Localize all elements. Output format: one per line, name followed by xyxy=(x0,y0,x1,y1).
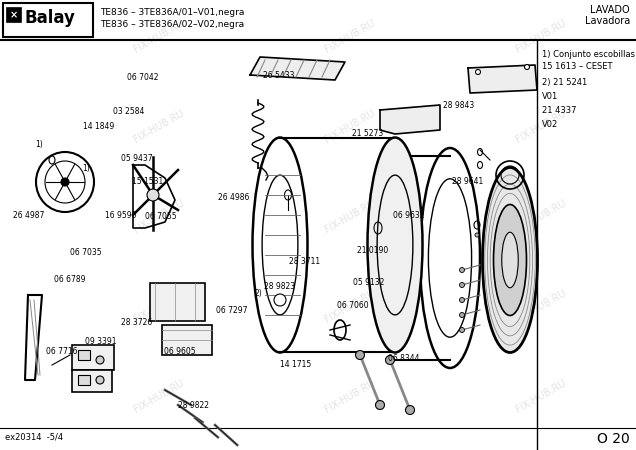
Ellipse shape xyxy=(459,283,464,288)
Ellipse shape xyxy=(375,400,385,410)
Text: 14 1715: 14 1715 xyxy=(280,360,312,369)
Text: 28 9823: 28 9823 xyxy=(264,282,295,291)
Text: 26 5433: 26 5433 xyxy=(263,71,294,80)
Text: 28 3726: 28 3726 xyxy=(121,318,152,327)
Text: 14 1849: 14 1849 xyxy=(83,122,114,131)
Text: 06 8344: 06 8344 xyxy=(388,354,420,363)
Text: FIX-HUB.RU: FIX-HUB.RU xyxy=(514,288,567,324)
Text: FIX-HUB.RU: FIX-HUB.RU xyxy=(132,378,186,414)
Bar xyxy=(78,375,90,385)
Text: O 20: O 20 xyxy=(597,432,630,446)
Ellipse shape xyxy=(459,267,464,273)
Text: LAVADO: LAVADO xyxy=(590,5,630,15)
Bar xyxy=(78,350,90,360)
Text: 2) 21 5241: 2) 21 5241 xyxy=(542,78,587,87)
Text: FIX-HUB.RU: FIX-HUB.RU xyxy=(514,18,567,54)
Text: TE836 – 3TE836A/01–V01,negra: TE836 – 3TE836A/01–V01,negra xyxy=(100,8,244,17)
Text: 21 5273: 21 5273 xyxy=(352,129,383,138)
Text: FIX-HUB.RU: FIX-HUB.RU xyxy=(132,108,186,144)
Text: FIX-HUB.RU: FIX-HUB.RU xyxy=(323,18,377,54)
Ellipse shape xyxy=(406,405,415,414)
Text: FIX-HUB.RU: FIX-HUB.RU xyxy=(323,378,377,414)
Polygon shape xyxy=(250,57,345,80)
Text: 21 4337: 21 4337 xyxy=(542,106,576,115)
Text: 15 1613 – CESET: 15 1613 – CESET xyxy=(542,62,612,71)
Text: 21 0190: 21 0190 xyxy=(357,246,389,255)
Text: FIX-HUB.RU: FIX-HUB.RU xyxy=(514,378,567,414)
Ellipse shape xyxy=(368,138,422,352)
Ellipse shape xyxy=(96,376,104,384)
Ellipse shape xyxy=(459,328,464,333)
Ellipse shape xyxy=(494,204,527,315)
Text: 28 9641: 28 9641 xyxy=(452,177,483,186)
Text: 1): 1) xyxy=(83,164,90,173)
Ellipse shape xyxy=(61,178,69,186)
Ellipse shape xyxy=(96,356,104,364)
Ellipse shape xyxy=(147,189,159,201)
Ellipse shape xyxy=(356,351,364,360)
Text: FIX-HUB.RU: FIX-HUB.RU xyxy=(132,288,186,324)
Ellipse shape xyxy=(502,232,518,288)
Text: 06 7055: 06 7055 xyxy=(145,212,177,221)
FancyBboxPatch shape xyxy=(3,3,93,37)
Text: 28 9843: 28 9843 xyxy=(443,101,474,110)
Text: Lavadora: Lavadora xyxy=(584,16,630,26)
Text: 28 9822: 28 9822 xyxy=(179,401,209,410)
Polygon shape xyxy=(468,65,537,93)
Text: 06 7035: 06 7035 xyxy=(70,248,102,256)
Polygon shape xyxy=(380,105,440,134)
Text: 15 1531: 15 1531 xyxy=(132,177,163,186)
Ellipse shape xyxy=(476,69,481,75)
Ellipse shape xyxy=(475,233,479,237)
Text: 1): 1) xyxy=(35,140,43,148)
Text: 26 4987: 26 4987 xyxy=(13,211,44,220)
Text: 05 9437: 05 9437 xyxy=(121,154,153,163)
Text: ex20314  -5/4: ex20314 -5/4 xyxy=(5,432,63,441)
Text: FIX-HUB.RU: FIX-HUB.RU xyxy=(514,198,567,234)
Text: 06 7716: 06 7716 xyxy=(46,346,78,356)
Ellipse shape xyxy=(459,297,464,302)
Text: 03 2584: 03 2584 xyxy=(113,107,144,116)
Text: 06 9605: 06 9605 xyxy=(164,346,196,356)
Ellipse shape xyxy=(459,312,464,318)
Text: 06 7060: 06 7060 xyxy=(337,302,369,310)
Bar xyxy=(162,325,212,355)
Text: V02: V02 xyxy=(542,120,558,129)
Text: FIX-HUB.RU: FIX-HUB.RU xyxy=(514,108,567,144)
Ellipse shape xyxy=(274,294,286,306)
Ellipse shape xyxy=(525,64,530,69)
Text: TE836 – 3TE836A/02–V02,negra: TE836 – 3TE836A/02–V02,negra xyxy=(100,20,244,29)
Text: FIX-HUB.RU: FIX-HUB.RU xyxy=(132,198,186,234)
Text: FIX-HUB.RU: FIX-HUB.RU xyxy=(323,288,377,324)
Bar xyxy=(7,8,21,22)
Text: 06 9632: 06 9632 xyxy=(393,211,425,220)
Ellipse shape xyxy=(483,167,537,352)
Text: V01: V01 xyxy=(542,92,558,101)
Text: 28 3711: 28 3711 xyxy=(289,257,321,266)
Text: FIX-HUB.RU: FIX-HUB.RU xyxy=(323,108,377,144)
Text: 26 4986: 26 4986 xyxy=(218,194,249,202)
Text: 06 6789: 06 6789 xyxy=(54,275,86,284)
Text: ×: × xyxy=(10,10,18,20)
Text: 2): 2) xyxy=(254,289,262,298)
Text: 06 7297: 06 7297 xyxy=(216,306,248,315)
Text: 1) Conjunto escobillas: 1) Conjunto escobillas xyxy=(542,50,635,59)
Text: 09 3391: 09 3391 xyxy=(85,337,116,346)
Bar xyxy=(72,370,112,392)
Ellipse shape xyxy=(385,356,394,364)
Text: FIX-HUB.RU: FIX-HUB.RU xyxy=(323,198,377,234)
Bar xyxy=(72,345,114,370)
Text: 16 9590: 16 9590 xyxy=(105,211,137,220)
Text: Balay: Balay xyxy=(24,9,75,27)
Text: FIX-HUB.RU: FIX-HUB.RU xyxy=(132,18,186,54)
Text: 05 9132: 05 9132 xyxy=(353,278,384,287)
Text: 06 7042: 06 7042 xyxy=(127,73,159,82)
Bar xyxy=(150,283,205,321)
